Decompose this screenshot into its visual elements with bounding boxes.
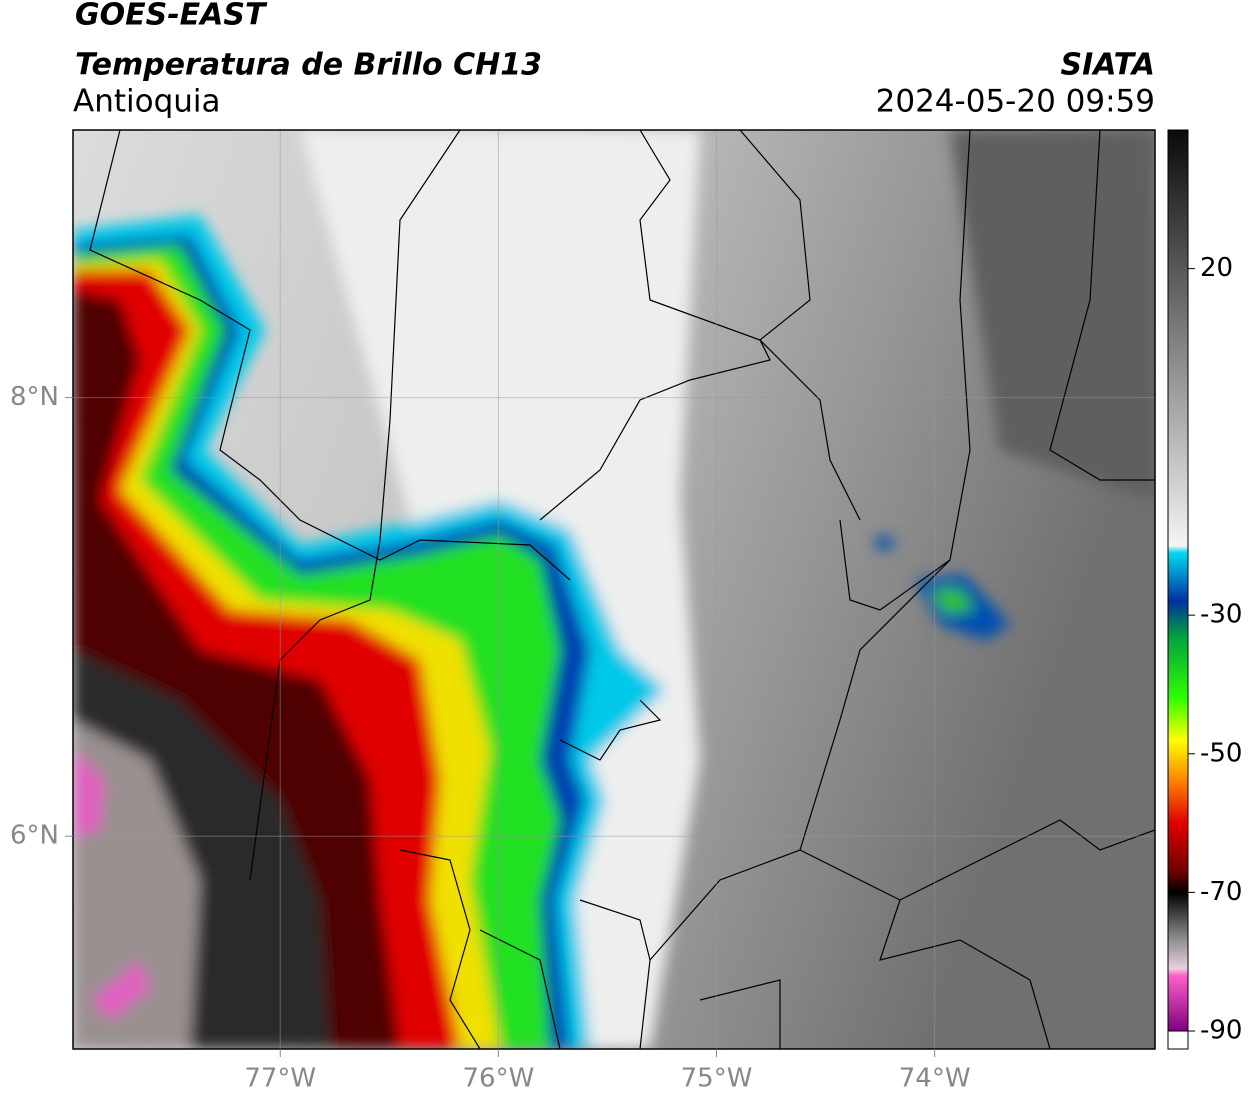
colorbar-tick-label: -50 (1200, 738, 1242, 768)
x-tick-label: 76°W (462, 1064, 534, 1094)
grid (73, 130, 1155, 1049)
title: GOES-EAST (75, 0, 268, 33)
colorbar-tick-label: -70 (1200, 877, 1242, 907)
map-frame (72, 129, 1156, 1050)
colorbar-tick-label: -30 (1200, 600, 1242, 630)
y-tick-label: 8°N (10, 382, 59, 412)
colorbar-tick-label: -90 (1200, 1016, 1242, 1046)
colorbar-frame (1167, 129, 1189, 1050)
subtitle: Temperatura de Brillo CH13 (75, 48, 542, 83)
imagery (73, 130, 1155, 1049)
datetime: 2024-05-20 09:59 (876, 84, 1155, 120)
source: SIATA (1061, 48, 1155, 83)
x-tick-label: 77°W (244, 1064, 316, 1094)
x-tick-label: 74°W (899, 1064, 971, 1094)
x-tick-label: 75°W (681, 1064, 753, 1094)
colorbar-tick-label: 20 (1200, 253, 1233, 283)
y-tick-label: 6°N (10, 821, 59, 851)
colorbar-extension (1167, 1030, 1189, 1050)
region: Antioquia (73, 84, 221, 120)
colorbar (1168, 130, 1188, 1031)
